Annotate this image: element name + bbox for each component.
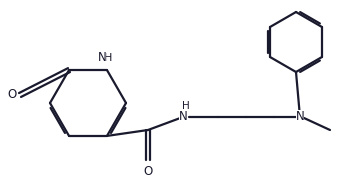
Text: N: N [179,111,187,123]
Text: O: O [143,165,153,178]
Text: O: O [8,89,17,102]
Text: H: H [182,101,190,111]
Text: N: N [296,111,304,123]
Text: N: N [98,51,106,64]
Text: H: H [104,53,112,63]
